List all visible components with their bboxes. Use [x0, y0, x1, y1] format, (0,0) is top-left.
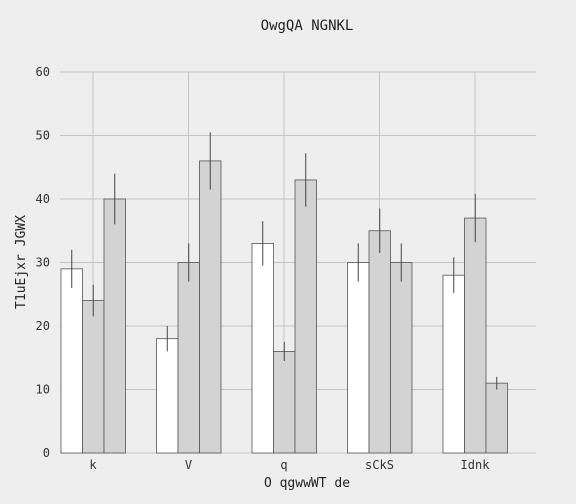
x-tick-label: Idnk	[461, 458, 491, 472]
bars	[60, 160, 508, 454]
bar	[199, 160, 222, 454]
bar	[390, 262, 413, 454]
y-tick-label: 0	[43, 446, 50, 460]
error-bars	[71, 132, 498, 390]
bar	[60, 268, 83, 454]
y-tick-label: 20	[36, 319, 50, 333]
bar	[368, 230, 391, 454]
bar	[82, 300, 105, 454]
y-tick-label: 60	[36, 65, 50, 79]
y-tick-label: 10	[36, 383, 50, 397]
bar	[103, 198, 126, 454]
bar	[442, 274, 465, 454]
y-tick-label: 40	[36, 192, 50, 206]
x-tick-label: V	[185, 458, 192, 472]
bar	[177, 262, 200, 454]
x-tick-label: sCkS	[365, 458, 394, 472]
y-tick-label: 50	[36, 129, 50, 143]
bar	[294, 179, 317, 454]
bar	[156, 338, 179, 454]
y-axis-label: T1uEjxr JGWX	[14, 215, 29, 309]
bar	[485, 382, 508, 454]
x-tick-label: q	[280, 458, 287, 472]
x-tick-label: k	[89, 458, 97, 472]
bar	[273, 350, 296, 454]
y-tick-label: 30	[36, 256, 50, 270]
bar	[464, 217, 487, 454]
x-axis-label: O qgwwWT de	[264, 476, 350, 491]
bar	[251, 243, 274, 454]
bar	[347, 262, 370, 454]
chart-title: OwgQA NGNKL	[261, 18, 354, 34]
